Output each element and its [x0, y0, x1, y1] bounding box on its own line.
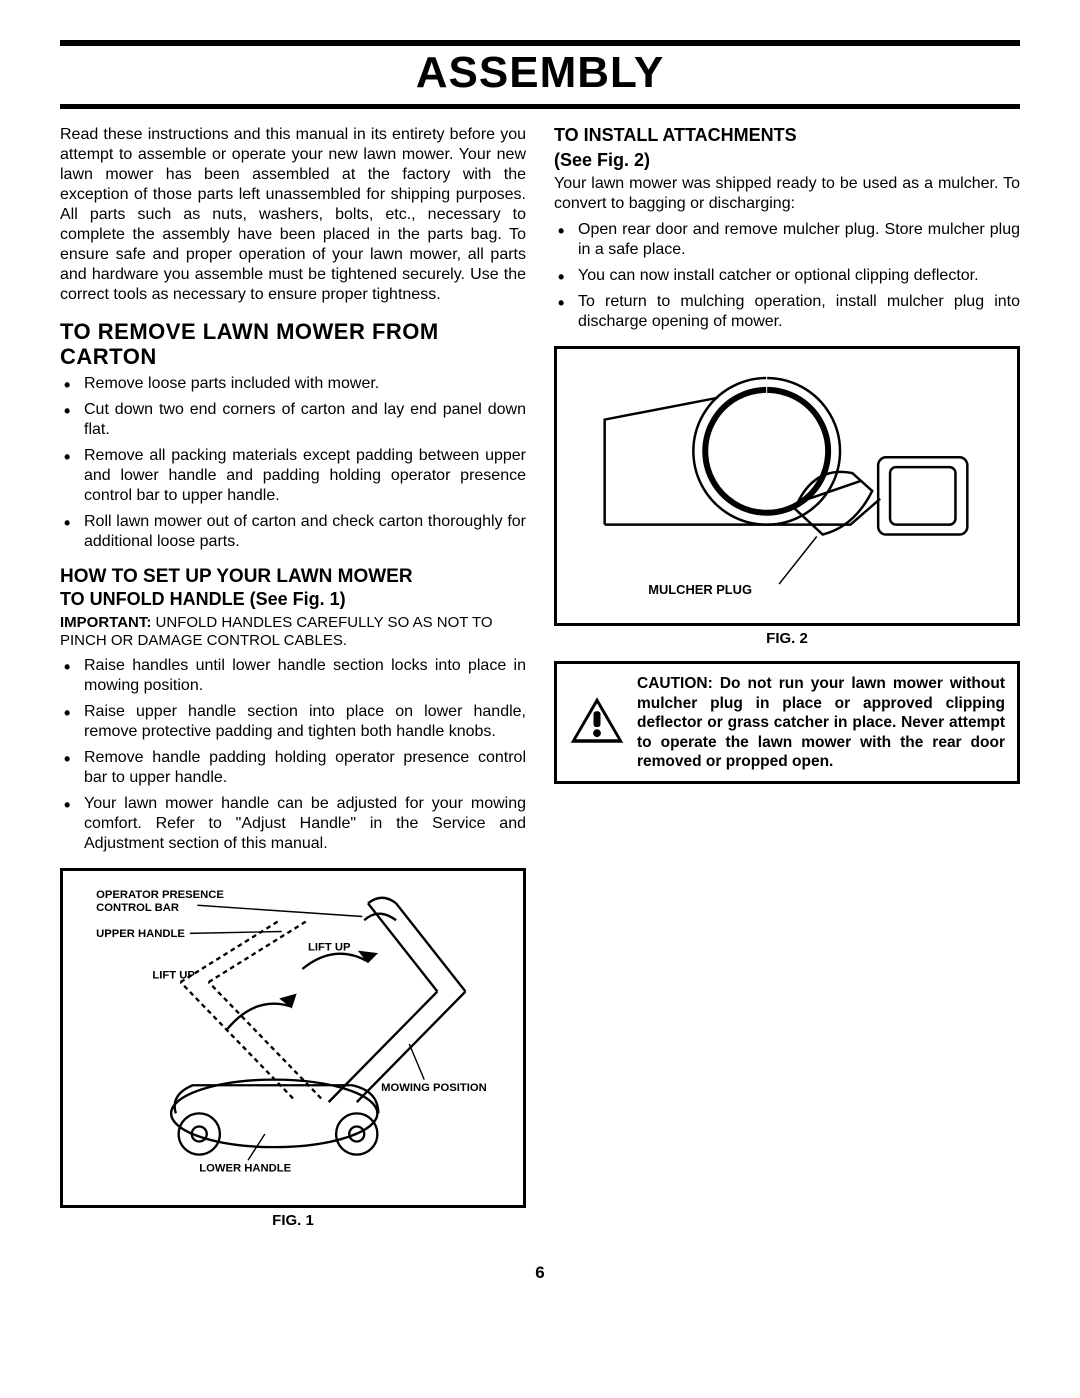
- figure-2-caption: FIG. 2: [554, 630, 1020, 647]
- bullets-install: Open rear door and remove mulcher plug. …: [554, 220, 1020, 332]
- title-bar: ASSEMBLY: [60, 40, 1020, 109]
- list-item: Cut down two end corners of carton and l…: [60, 400, 526, 440]
- list-item: You can now install catcher or optional …: [554, 266, 1020, 286]
- list-item: Roll lawn mower out of carton and check …: [60, 512, 526, 552]
- label-opc2: CONTROL BAR: [96, 902, 179, 914]
- list-item: Raise handles until lower handle section…: [60, 656, 526, 696]
- label-mowing: MOWING POSITION: [381, 1082, 487, 1094]
- two-column-layout: Read these instructions and this manual …: [60, 125, 1020, 1239]
- subheading-unfold: TO UNFOLD HANDLE (See Fig. 1): [60, 589, 526, 610]
- label-liftup2: LIFT UP: [152, 970, 195, 982]
- subheading-see-fig2: (See Fig. 2): [554, 150, 1020, 171]
- section-remove-carton: TO REMOVE LAWN MOWER FROM CARTON Remove …: [60, 319, 526, 552]
- caution-lead: CAUTION:: [637, 675, 713, 692]
- section-setup: HOW TO SET UP YOUR LAWN MOWER TO UNFOLD …: [60, 566, 526, 855]
- figure-1-box: OPERATOR PRESENCE CONTROL BAR UPPER HAND…: [60, 868, 526, 1208]
- label-liftup1: LIFT UP: [308, 941, 351, 953]
- section-install: TO INSTALL ATTACHMENTS (See Fig. 2) Your…: [554, 125, 1020, 332]
- figure-2-box: MULCHER PLUG: [554, 346, 1020, 626]
- heading-install: TO INSTALL ATTACHMENTS: [554, 125, 1020, 146]
- important-note: IMPORTANT: UNFOLD HANDLES CAREFULLY SO A…: [60, 614, 526, 650]
- left-column: Read these instructions and this manual …: [60, 125, 526, 1239]
- label-opc: OPERATOR PRESENCE: [96, 889, 224, 901]
- caution-box: CAUTION: Do not run your lawn mower with…: [554, 661, 1020, 784]
- label-upper: UPPER HANDLE: [96, 928, 185, 940]
- label-mulcher-plug: MULCHER PLUG: [648, 582, 752, 597]
- bullets-remove-carton: Remove loose parts included with mower. …: [60, 374, 526, 552]
- right-column: TO INSTALL ATTACHMENTS (See Fig. 2) Your…: [554, 125, 1020, 1239]
- caution-text: CAUTION: Do not run your lawn mower with…: [637, 674, 1005, 771]
- list-item: Your lawn mower handle can be adjusted f…: [60, 794, 526, 854]
- warning-icon: [569, 695, 625, 750]
- bullets-setup: Raise handles until lower handle section…: [60, 656, 526, 854]
- page-title: ASSEMBLY: [60, 48, 1020, 98]
- intro-paragraph: Read these instructions and this manual …: [60, 125, 526, 305]
- list-item: Remove loose parts included with mower.: [60, 374, 526, 394]
- list-item: Remove handle padding holding operator p…: [60, 748, 526, 788]
- label-lower: LOWER HANDLE: [199, 1163, 291, 1175]
- list-item: To return to mulching operation, install…: [554, 292, 1020, 332]
- list-item: Open rear door and remove mulcher plug. …: [554, 220, 1020, 260]
- list-item: Remove all packing materials except padd…: [60, 446, 526, 506]
- list-item: Raise upper handle section into place on…: [60, 702, 526, 742]
- heading-remove-carton: TO REMOVE LAWN MOWER FROM CARTON: [60, 319, 526, 370]
- figure-1-diagram: OPERATOR PRESENCE CONTROL BAR UPPER HAND…: [73, 879, 513, 1179]
- figure-2-diagram: MULCHER PLUG: [569, 359, 1005, 609]
- page-number: 6: [60, 1263, 1020, 1283]
- figure-1-caption: FIG. 1: [60, 1212, 526, 1229]
- install-intro: Your lawn mower was shipped ready to be …: [554, 174, 1020, 214]
- heading-setup: HOW TO SET UP YOUR LAWN MOWER: [60, 566, 526, 588]
- important-lead: IMPORTANT:: [60, 614, 151, 631]
